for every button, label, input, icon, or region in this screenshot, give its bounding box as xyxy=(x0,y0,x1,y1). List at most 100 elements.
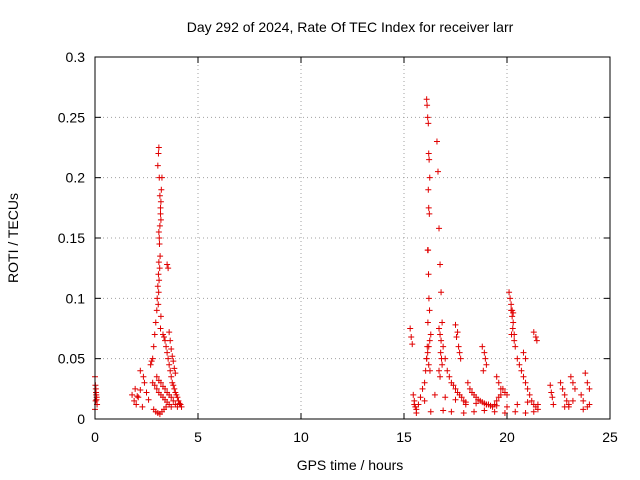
data-point xyxy=(149,355,156,362)
data-point xyxy=(426,367,433,374)
data-point xyxy=(152,319,159,326)
data-point xyxy=(456,349,463,356)
data-point xyxy=(162,337,169,344)
data-point xyxy=(137,367,144,374)
data-point xyxy=(434,168,441,175)
data-point xyxy=(165,265,172,272)
data-point xyxy=(135,394,142,401)
data-point xyxy=(425,186,432,193)
data-point xyxy=(168,373,175,380)
x-tick-label: 20 xyxy=(499,429,515,445)
data-point xyxy=(154,162,161,169)
data-point xyxy=(533,337,540,344)
data-point xyxy=(448,408,455,415)
data-points xyxy=(92,96,593,418)
data-point xyxy=(446,373,453,380)
data-point xyxy=(169,353,176,360)
data-point xyxy=(495,379,502,386)
data-point xyxy=(155,228,162,235)
data-point xyxy=(157,210,164,217)
data-point xyxy=(137,387,144,394)
data-point xyxy=(497,391,504,398)
x-axis-label: GPS time / hours xyxy=(297,457,404,473)
data-point xyxy=(516,361,523,368)
data-point xyxy=(425,204,432,211)
data-point xyxy=(436,325,443,332)
data-point xyxy=(167,367,174,374)
data-point xyxy=(408,333,415,340)
data-point xyxy=(522,379,529,386)
data-point xyxy=(166,329,173,336)
data-point xyxy=(419,385,426,392)
data-point xyxy=(557,379,564,386)
data-point xyxy=(450,382,457,389)
data-point xyxy=(452,321,459,328)
data-point xyxy=(156,235,163,241)
data-point xyxy=(497,385,504,392)
data-point xyxy=(491,408,498,415)
data-point xyxy=(534,401,541,408)
data-point xyxy=(507,295,514,302)
data-point xyxy=(167,337,174,344)
data-point xyxy=(440,343,447,350)
data-point xyxy=(530,329,537,336)
data-point xyxy=(158,186,165,193)
data-point xyxy=(425,120,432,127)
data-point xyxy=(157,204,164,211)
data-point xyxy=(170,358,177,365)
data-point xyxy=(480,367,487,374)
data-point xyxy=(140,373,147,380)
data-point xyxy=(479,343,486,350)
y-tick-label: 0.25 xyxy=(58,109,85,125)
y-tick-label: 0 xyxy=(77,411,85,427)
data-point xyxy=(424,349,431,356)
data-point xyxy=(426,337,433,344)
data-point xyxy=(151,382,158,389)
data-point xyxy=(424,343,431,350)
data-point xyxy=(154,295,161,302)
data-point xyxy=(163,403,170,410)
data-point xyxy=(528,397,535,404)
data-point xyxy=(520,373,527,380)
data-point xyxy=(157,198,164,205)
data-point xyxy=(425,361,432,368)
data-point xyxy=(509,325,516,332)
data-point xyxy=(411,401,418,408)
data-point xyxy=(423,96,430,103)
data-point xyxy=(421,397,428,404)
data-point xyxy=(421,379,428,386)
data-point xyxy=(462,399,469,406)
data-point xyxy=(471,408,478,415)
data-point xyxy=(524,385,531,392)
data-point xyxy=(150,343,157,350)
y-tick-label: 0.3 xyxy=(66,49,86,65)
y-tick-label: 0.1 xyxy=(66,290,86,306)
grid-lines xyxy=(95,57,610,419)
data-point xyxy=(426,307,433,314)
data-point xyxy=(548,389,555,396)
data-point xyxy=(444,367,451,374)
data-point xyxy=(482,355,489,362)
data-point xyxy=(586,401,593,408)
data-point xyxy=(425,271,432,278)
data-point xyxy=(155,271,162,278)
data-point xyxy=(431,391,438,398)
data-point xyxy=(424,114,431,121)
data-point xyxy=(464,379,471,386)
data-point xyxy=(157,325,164,332)
data-point xyxy=(164,261,171,268)
data-point xyxy=(442,394,449,401)
data-point xyxy=(141,379,148,386)
data-point xyxy=(526,391,533,398)
x-axis-ticks: 0 5 10 15 20 25 xyxy=(91,57,618,445)
data-point xyxy=(439,319,446,326)
data-point xyxy=(436,367,443,374)
data-point xyxy=(438,289,445,296)
data-point xyxy=(511,337,518,344)
data-point xyxy=(162,385,169,392)
data-point xyxy=(156,241,163,248)
data-point xyxy=(131,397,138,404)
data-point xyxy=(547,382,554,389)
data-point xyxy=(520,349,527,356)
data-point xyxy=(139,403,146,410)
